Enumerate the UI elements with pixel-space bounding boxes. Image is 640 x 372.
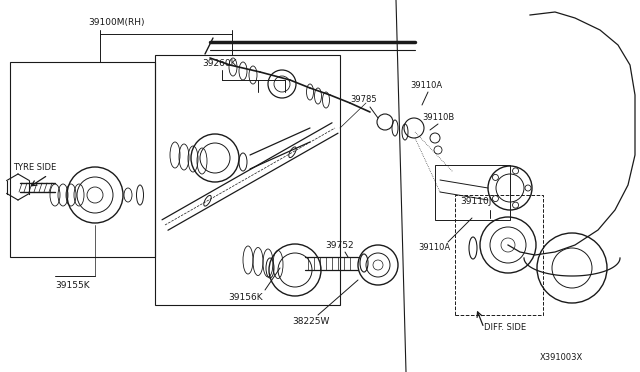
Bar	[435, 165, 510, 220]
Text: 39260K: 39260K	[202, 58, 237, 67]
Text: 39110A: 39110A	[410, 80, 442, 90]
Text: X391003X: X391003X	[540, 353, 583, 362]
Text: TYRE SIDE: TYRE SIDE	[13, 164, 56, 173]
Text: 39785: 39785	[350, 96, 376, 105]
Text: 39752: 39752	[325, 241, 354, 250]
Bar	[10, 62, 155, 257]
Text: 38225W: 38225W	[292, 317, 330, 327]
Text: 39110A: 39110A	[418, 244, 450, 253]
Text: 39100M(RH): 39100M(RH)	[88, 17, 145, 26]
Bar	[155, 55, 340, 305]
Text: DIFF. SIDE: DIFF. SIDE	[484, 324, 526, 333]
Text: 39156K: 39156K	[228, 294, 262, 302]
Bar	[455, 195, 543, 315]
Text: 39110J: 39110J	[460, 198, 492, 206]
Text: 39110B: 39110B	[422, 113, 454, 122]
Text: 39155K: 39155K	[55, 280, 90, 289]
